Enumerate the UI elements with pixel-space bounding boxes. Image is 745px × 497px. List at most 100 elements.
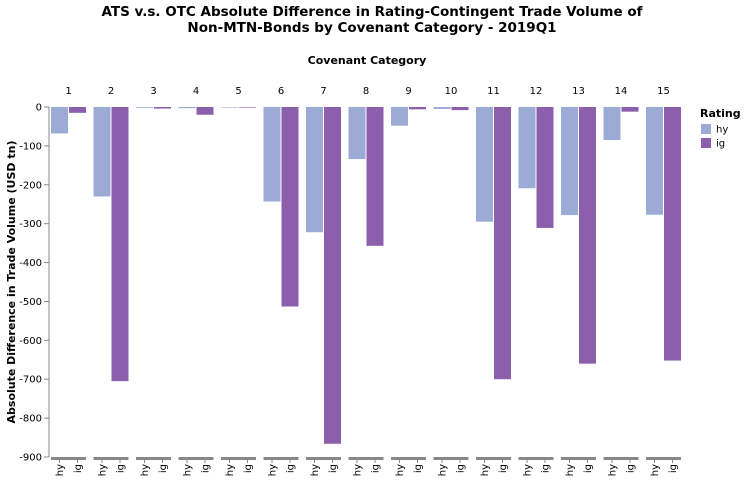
- x-tick-label: ig: [668, 464, 679, 473]
- facet-5: 5 hy ig: [221, 86, 256, 476]
- x-tick-label: hy: [395, 464, 406, 476]
- x-tick-label: ig: [583, 464, 594, 473]
- facet-9: 9 hy ig: [391, 86, 426, 476]
- chart-title-line-2: Non-MTN-Bonds by Covenant Category - 201…: [187, 20, 556, 36]
- legend-label-ig: ig: [716, 139, 725, 150]
- bar-hy-12: [518, 107, 536, 189]
- x-tick-label: ig: [201, 464, 212, 473]
- y-tick-label: -500: [19, 297, 42, 308]
- bar-ig-11: [494, 107, 511, 380]
- facet-11: 11 hy ig: [476, 86, 511, 476]
- x-tick-label: ig: [413, 464, 424, 473]
- x-tick-label: ig: [541, 464, 552, 473]
- facet-1: 1 hy ig: [51, 86, 86, 476]
- y-tick-label: -800: [19, 414, 42, 425]
- y-axis: 0 -100 -200 -300 -400 -500 -600 -700 -800 -900: [19, 103, 50, 464]
- y-tick-label: -700: [19, 375, 42, 386]
- facet-10: 10 hy ig: [433, 86, 469, 476]
- bar-hy-7: [306, 107, 323, 233]
- facet-header-label: 15: [657, 86, 670, 97]
- y-axis-title: Absolute Difference in Trade Volume (USD…: [5, 141, 18, 424]
- bar-hy-6: [263, 107, 281, 202]
- x-tick-label: ig: [328, 464, 339, 473]
- x-tick-label: hy: [480, 464, 491, 476]
- x-tick-label: ig: [626, 464, 637, 473]
- bar-hy-3: [136, 107, 153, 108]
- facet-header-label: 12: [530, 86, 543, 97]
- x-tick-label: hy: [310, 464, 321, 476]
- bar-hy-5: [221, 107, 238, 108]
- x-tick-label: hy: [183, 464, 194, 476]
- x-tick-label: hy: [608, 464, 619, 476]
- bar-ig-1: [69, 107, 86, 113]
- facet-12: 12 hy ig: [518, 86, 554, 476]
- y-tick-label: -300: [19, 219, 42, 230]
- facet-header-label: 10: [445, 86, 458, 97]
- y-tick-label: -600: [19, 336, 42, 347]
- bar-ig-12: [536, 107, 554, 228]
- bar-ig-2: [111, 107, 129, 382]
- facet-7: 7 hy ig: [306, 86, 341, 476]
- bar-ig-9: [409, 107, 426, 110]
- x-tick-label: hy: [523, 464, 534, 476]
- x-tick-label: ig: [498, 464, 509, 473]
- facet-header-label: 4: [193, 86, 199, 97]
- x-tick-label: hy: [438, 464, 449, 476]
- legend-swatch-ig: [701, 138, 711, 148]
- facet-6: 6 hy ig: [263, 86, 299, 476]
- facet-13: 13 hy ig: [561, 86, 596, 476]
- x-tick-label: hy: [565, 464, 576, 476]
- x-tick-label: ig: [116, 464, 127, 473]
- y-tick-label: -200: [19, 180, 42, 191]
- x-tick-label: ig: [456, 464, 467, 473]
- bar-hy-4: [178, 107, 196, 109]
- bar-hy-8: [348, 107, 366, 160]
- x-tick-label: hy: [353, 464, 364, 476]
- facet-2: 2 hy ig: [93, 86, 129, 476]
- bar-ig-6: [281, 107, 299, 307]
- bar-hy-15: [646, 107, 663, 215]
- bar-ig-5: [239, 107, 256, 108]
- x-tick-label: hy: [140, 464, 151, 476]
- facet-header-label: 1: [65, 86, 71, 97]
- y-tick-label: -100: [19, 141, 42, 152]
- x-tick-label: hy: [268, 464, 279, 476]
- facet-header-label: 7: [320, 86, 326, 97]
- bar-hy-9: [391, 107, 408, 126]
- legend-title: Rating: [700, 107, 741, 120]
- bar-ig-13: [579, 107, 596, 364]
- x-tick-label: hy: [55, 464, 66, 476]
- x-tick-label: hy: [225, 464, 236, 476]
- facet-header-label: 13: [572, 86, 585, 97]
- facet-header-label: 9: [405, 86, 411, 97]
- bar-hy-1: [51, 107, 68, 134]
- facet-header-label: 2: [108, 86, 114, 97]
- bar-ig-15: [664, 107, 681, 361]
- chart-title-line-1: ATS v.s. OTC Absolute Difference in Rati…: [102, 4, 643, 20]
- x-tick-label: hy: [650, 464, 661, 476]
- bar-hy-13: [561, 107, 578, 216]
- facet-header-label: 8: [363, 86, 369, 97]
- facet-header-label: 14: [615, 86, 628, 97]
- facet-header-label: 11: [487, 86, 500, 97]
- facet-15: 15 hy ig: [646, 86, 681, 476]
- facet-14: 14 hy ig: [603, 86, 639, 476]
- bar-ig-10: [451, 107, 469, 111]
- x-tick-label: ig: [286, 464, 297, 473]
- y-tick-label: -900: [19, 453, 42, 464]
- x-tick-label: ig: [371, 464, 382, 473]
- bar-hy-11: [476, 107, 493, 222]
- facet-8: 8 hy ig: [348, 86, 384, 476]
- facet-header-label: 5: [235, 86, 241, 97]
- facet-header-label: 6: [278, 86, 284, 97]
- column-axis-title: Covenant Category: [308, 54, 427, 67]
- x-tick-label: ig: [243, 464, 254, 473]
- bar-ig-7: [324, 107, 341, 444]
- legend: Rating hy ig: [700, 107, 741, 150]
- bar-hy-10: [433, 107, 451, 109]
- bar-ig-8: [366, 107, 384, 246]
- y-tick-label: 0: [36, 103, 42, 114]
- bar-ig-14: [621, 107, 639, 112]
